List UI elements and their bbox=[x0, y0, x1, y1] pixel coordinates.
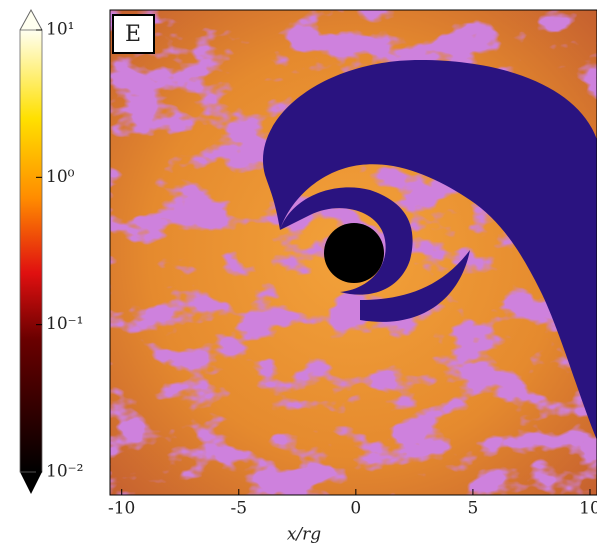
x-tick-label: 5 bbox=[467, 499, 478, 519]
colorbar-extend-top bbox=[19, 8, 43, 31]
x-tick-label: 10 bbox=[579, 499, 597, 519]
colorbar-tick-label: 10⁻¹ bbox=[46, 314, 83, 334]
colorbar-tick-label: 10⁰ bbox=[46, 167, 75, 187]
plot-frame bbox=[109, 9, 597, 496]
x-tick-label: 0 bbox=[350, 499, 361, 519]
x-axis-label: x/rg bbox=[287, 525, 321, 545]
simulation-image bbox=[110, 10, 597, 495]
colorbar-tick-label: 10¹ bbox=[46, 20, 74, 40]
panel-label-box bbox=[112, 14, 155, 54]
x-tick-label: -10 bbox=[108, 499, 135, 519]
colorbar bbox=[19, 29, 43, 473]
x-tick-label: -5 bbox=[230, 499, 247, 519]
colorbar-tick-label: 10⁻² bbox=[46, 462, 83, 482]
panel-label: E bbox=[125, 22, 141, 47]
